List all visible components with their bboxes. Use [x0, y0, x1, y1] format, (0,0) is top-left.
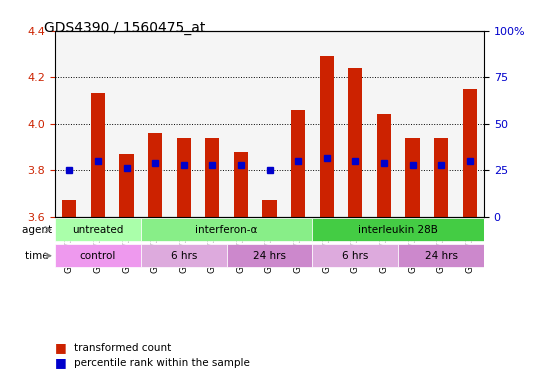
Bar	[348, 68, 362, 217]
Text: ■: ■	[55, 341, 67, 354]
Text: untreated: untreated	[72, 225, 124, 235]
Text: transformed count: transformed count	[74, 343, 172, 353]
Bar	[177, 137, 191, 217]
FancyBboxPatch shape	[55, 244, 141, 268]
Text: 6 hrs: 6 hrs	[342, 251, 369, 261]
Bar	[262, 200, 277, 217]
Text: 24 hrs: 24 hrs	[253, 251, 286, 261]
FancyBboxPatch shape	[312, 218, 484, 242]
Text: control: control	[80, 251, 116, 261]
Bar	[291, 110, 305, 217]
Text: agent: agent	[21, 225, 55, 235]
Bar	[320, 56, 334, 217]
Text: interleukin 28B: interleukin 28B	[358, 225, 438, 235]
Bar	[91, 93, 105, 217]
Text: time: time	[25, 251, 55, 261]
Text: 24 hrs: 24 hrs	[425, 251, 458, 261]
Bar	[377, 114, 391, 217]
FancyBboxPatch shape	[227, 244, 312, 268]
Bar	[434, 137, 448, 217]
FancyBboxPatch shape	[141, 218, 312, 242]
Text: percentile rank within the sample: percentile rank within the sample	[74, 358, 250, 368]
FancyBboxPatch shape	[312, 244, 398, 268]
FancyBboxPatch shape	[55, 218, 141, 242]
FancyBboxPatch shape	[141, 244, 227, 268]
Bar	[62, 200, 76, 217]
Bar	[234, 152, 248, 217]
Bar	[205, 137, 219, 217]
Bar	[119, 154, 134, 217]
Text: GDS4390 / 1560475_at: GDS4390 / 1560475_at	[44, 21, 205, 35]
Bar	[463, 89, 477, 217]
FancyBboxPatch shape	[398, 244, 484, 268]
Bar	[148, 133, 162, 217]
Text: ■: ■	[55, 356, 67, 369]
Text: 6 hrs: 6 hrs	[170, 251, 197, 261]
Text: interferon-α: interferon-α	[195, 225, 258, 235]
Bar	[405, 137, 420, 217]
